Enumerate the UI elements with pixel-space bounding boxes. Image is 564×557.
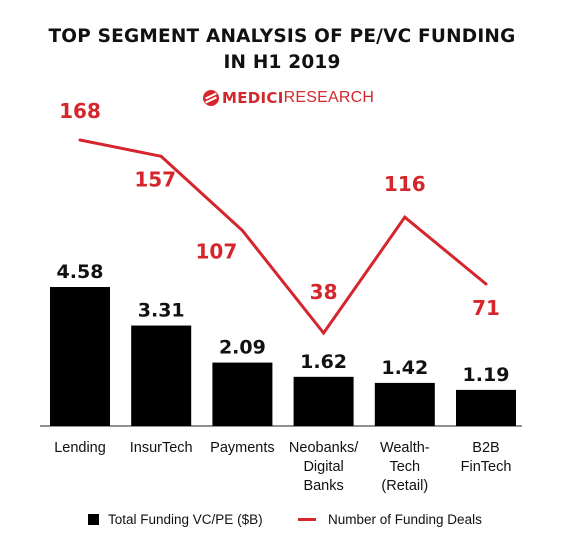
- bar-value-label: 1.62: [300, 351, 347, 373]
- logo-text-bold: MEDICI: [222, 89, 284, 107]
- x-tick-label: FinTech: [461, 459, 512, 475]
- x-tick-label: (Retail): [381, 478, 428, 494]
- x-tick-label: Payments: [210, 440, 274, 456]
- line-point: [403, 215, 407, 219]
- line-point: [78, 138, 82, 142]
- legend-label-bars: Total Funding VC/PE ($B): [108, 512, 263, 527]
- bar-value-label: 3.31: [138, 300, 185, 322]
- line-point: [484, 282, 488, 286]
- line-point: [240, 229, 244, 233]
- bar: [131, 325, 192, 426]
- legend-bar-swatch: [88, 514, 99, 525]
- legend-item-bars: Total Funding VC/PE ($B): [88, 512, 263, 527]
- line-value-label: 71: [472, 296, 500, 320]
- line-value-label: 116: [384, 172, 426, 196]
- x-tick-label: Lending: [54, 440, 106, 456]
- x-tick-label: Wealth-: [380, 440, 430, 456]
- legend-label-line: Number of Funding Deals: [328, 512, 482, 527]
- line-series-deals: [79, 138, 487, 336]
- line-value-label: 107: [196, 240, 238, 264]
- x-tick-label: Banks: [303, 478, 343, 494]
- x-tick-label: B2B: [472, 440, 499, 456]
- bar: [374, 382, 435, 426]
- bar: [50, 287, 110, 426]
- chart-title-line-1: TOP SEGMENT ANALYSIS OF PE/VC FUNDING: [48, 26, 516, 47]
- bar-value-label: 1.42: [381, 357, 428, 379]
- bar-value-label: 1.19: [463, 364, 510, 386]
- legend-item-line: Number of Funding Deals: [298, 512, 482, 527]
- bar: [456, 389, 516, 426]
- line-value-label: 38: [310, 280, 338, 304]
- medici-research-logo: MEDICI RESEARCH: [203, 88, 374, 108]
- logo-text-light: RESEARCH: [283, 89, 375, 106]
- line-point: [322, 331, 326, 335]
- x-tick-label: Neobanks/: [289, 440, 359, 456]
- x-tick-label: InsurTech: [130, 440, 193, 456]
- bar: [293, 376, 354, 426]
- x-tick-label: Tech: [389, 459, 420, 475]
- chart-title-line-2: IN H1 2019: [223, 52, 341, 73]
- line-point: [159, 154, 163, 158]
- line-value-label: 157: [134, 167, 176, 191]
- medici-logo-icon: [203, 90, 219, 106]
- bar-value-label: 4.58: [57, 261, 104, 283]
- bar: [212, 362, 273, 426]
- line-value-label: 168: [59, 99, 101, 123]
- bar-value-label: 2.09: [219, 337, 266, 359]
- legend-line-swatch: [298, 518, 316, 521]
- x-tick-label: Digital: [303, 459, 343, 475]
